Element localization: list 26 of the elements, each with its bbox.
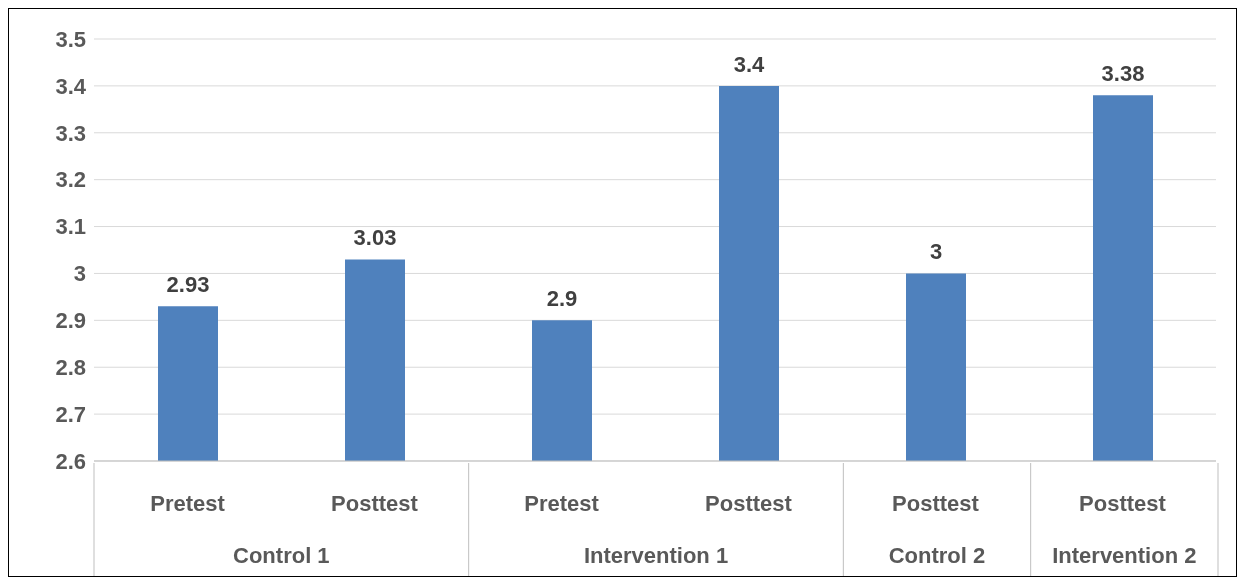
text: Control 1 <box>233 543 330 568</box>
x-tick-label: Pretest <box>150 490 226 516</box>
y-tick-label: 3.1 <box>55 214 86 240</box>
data-label: 3.03 <box>353 225 397 251</box>
x-tick-label: Posttest <box>892 490 980 516</box>
data-label: 3 <box>929 239 943 265</box>
y-tick-label: 2.8 <box>55 355 86 381</box>
x-tick-label: Posttest <box>1079 490 1167 516</box>
text: Intervention 2 <box>1052 543 1197 568</box>
data-label: 3.4 <box>733 51 766 77</box>
x-tick-label: Pretest <box>524 490 600 516</box>
data-label: 3.38 <box>1101 61 1145 87</box>
y-tick-label: 3.5 <box>55 26 86 52</box>
y-tick-label: 3.4 <box>55 73 87 99</box>
text: Control 2 <box>888 543 986 568</box>
y-tick-label: 3.3 <box>55 120 86 146</box>
y-tick-label: 3.2 <box>55 167 86 193</box>
y-tick-label: 3 <box>73 261 86 287</box>
data-label: 2.9 <box>546 286 578 312</box>
y-tick-label: 2.9 <box>55 308 86 334</box>
x-tick-label: Posttest <box>705 490 793 516</box>
y-tick-label: 2.6 <box>55 448 86 474</box>
data-label: 2.93 <box>166 272 210 298</box>
x-tick-label: Posttest <box>331 490 419 516</box>
text: Intervention 1 <box>583 543 729 568</box>
y-tick-label: 2.7 <box>55 401 86 427</box>
